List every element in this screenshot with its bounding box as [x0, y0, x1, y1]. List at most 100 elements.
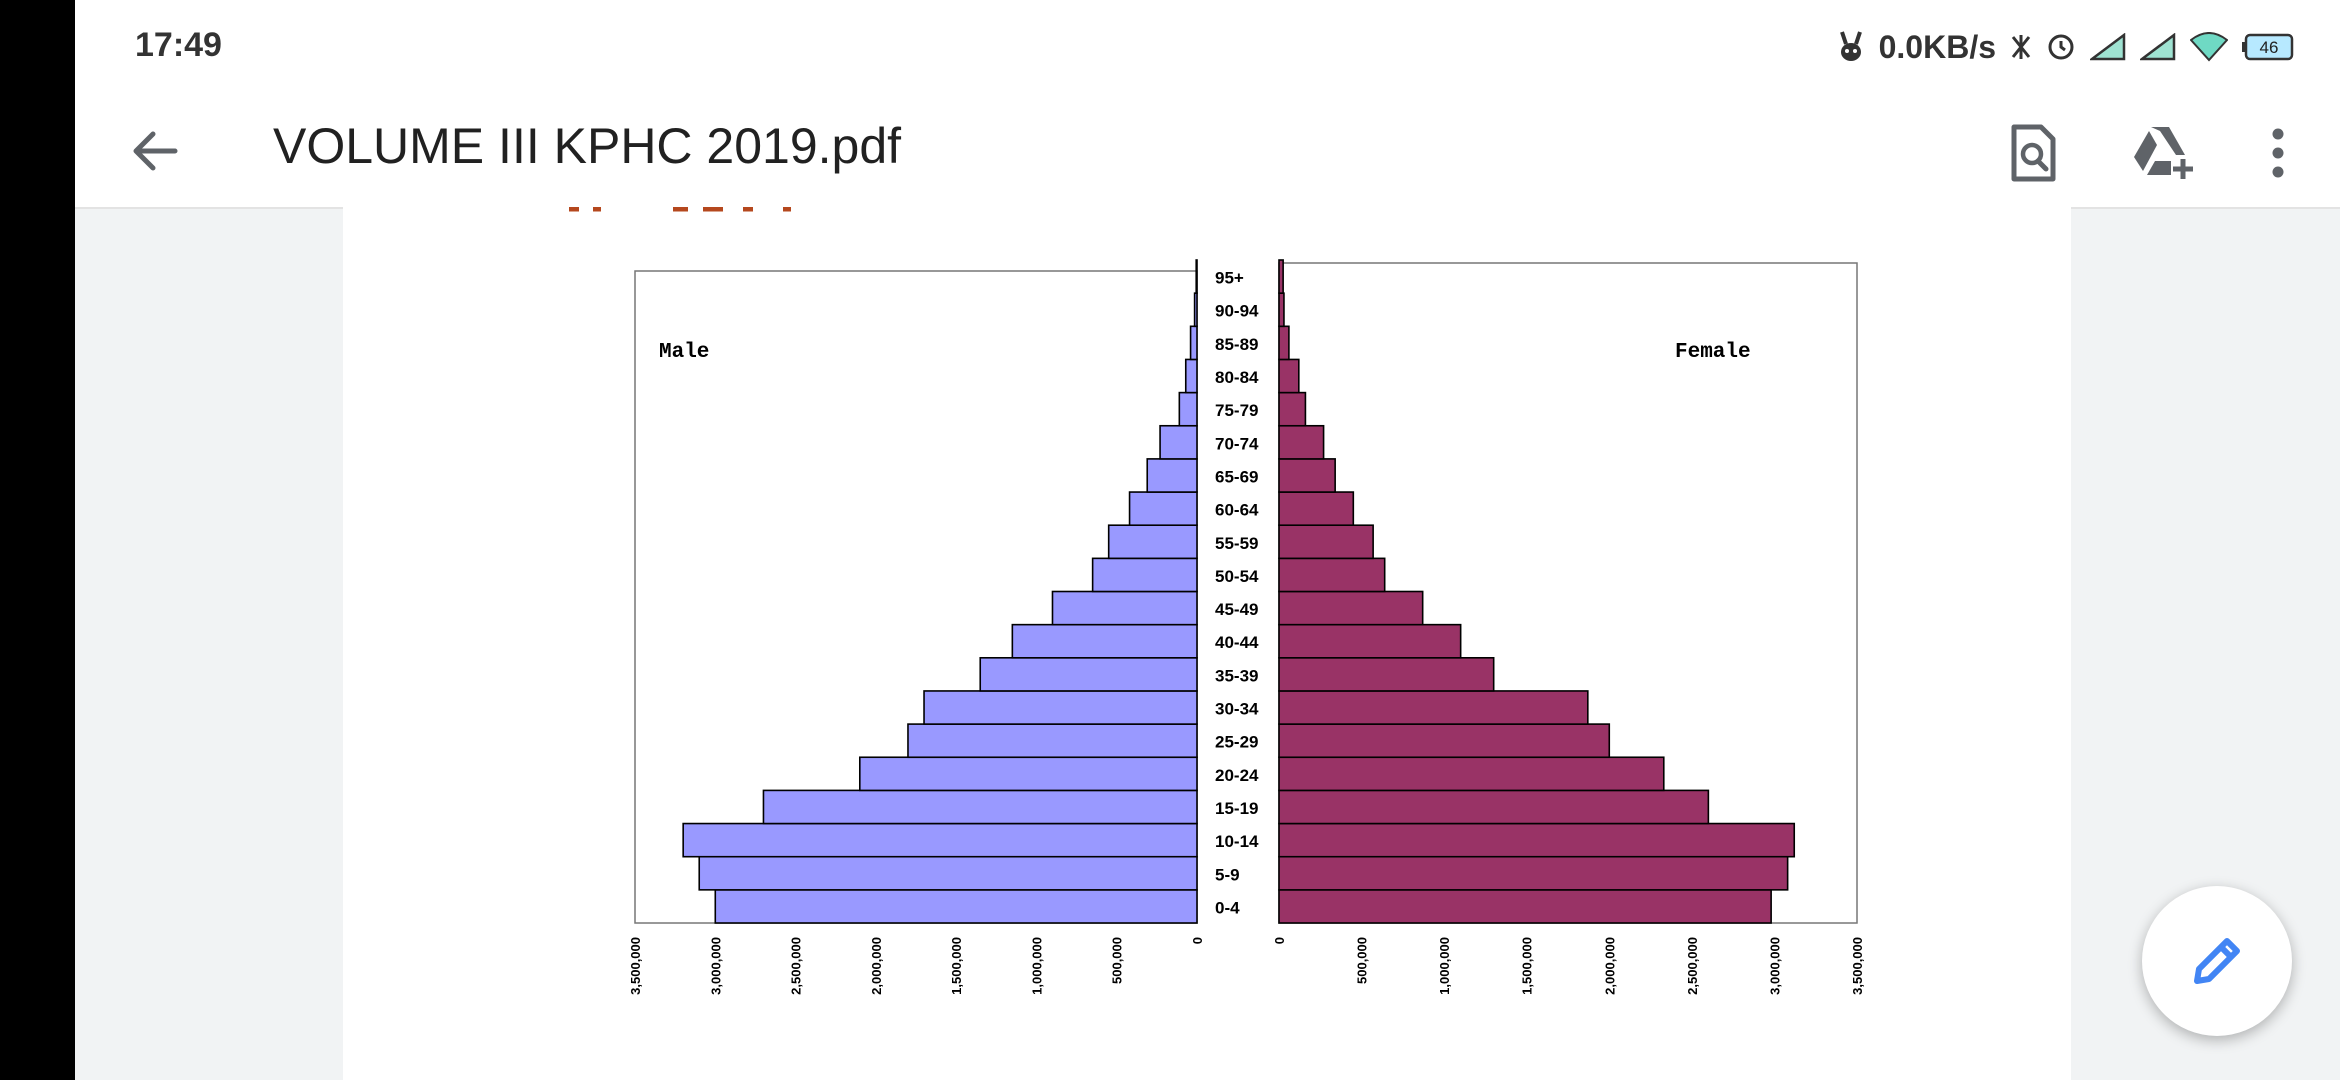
wifi-icon	[2190, 32, 2228, 62]
male-bar-65-69	[1146, 458, 1198, 493]
app-bar: VOLUME III KPHC 2019.pdf	[75, 95, 2340, 209]
female-bar-10-14	[1278, 822, 1796, 858]
find-in-document-button[interactable]	[1995, 115, 2071, 191]
female-bar-15-19	[1278, 789, 1710, 825]
add-to-drive-icon	[2134, 127, 2193, 179]
female-bar-75-79	[1278, 391, 1307, 427]
female-bar-30-34	[1278, 690, 1589, 725]
pencil-edit-icon	[2194, 938, 2240, 984]
age-group-label: 70-74	[1215, 434, 1259, 453]
female-bar-65-69	[1278, 458, 1336, 493]
signal-icon	[2140, 33, 2176, 61]
age-group-label: 85-89	[1215, 335, 1258, 354]
male-bar-5-9	[698, 855, 1198, 891]
mascot-icon	[1839, 31, 1862, 61]
male-bar-20-24	[858, 756, 1198, 792]
status-bar: 17:49 0.0KB/s	[75, 0, 2340, 95]
screen: 17:49 0.0KB/s	[75, 0, 2340, 1080]
female-axis-tick-label: 2,000,000	[1602, 937, 1617, 995]
age-group-label: 65-69	[1215, 467, 1258, 486]
age-group-label: 15-19	[1215, 799, 1258, 818]
back-arrow-icon	[133, 131, 178, 171]
male-axis-tick-label: 500,000	[1110, 937, 1125, 984]
age-group-label: 10-14	[1215, 832, 1259, 851]
left-black-bar	[0, 0, 75, 1080]
female-axis-tick-label: 500,000	[1355, 937, 1370, 984]
male-bar-45-49	[1051, 590, 1198, 626]
status-icons: 0.0KB/s 46	[1837, 24, 2296, 70]
female-bar-55-59	[1278, 524, 1374, 560]
female-bar-25-29	[1278, 723, 1611, 759]
female-bar-0-4	[1278, 889, 1772, 924]
female-axis-tick-label: 3,000,000	[1767, 937, 1782, 995]
age-group-label: 0-4	[1215, 898, 1240, 917]
age-group-label: 20-24	[1215, 766, 1259, 785]
male-axis-tick-label: 2,500,000	[789, 937, 804, 995]
female-axis-tick-label: 1,000,000	[1437, 937, 1452, 995]
male-bar-30-34	[923, 690, 1198, 725]
male-bar-85-89	[1189, 325, 1198, 361]
age-group-label: 90-94	[1215, 302, 1259, 321]
age-group-label: 55-59	[1215, 534, 1258, 553]
status-time: 17:49	[135, 26, 222, 64]
female-bar-80-84	[1278, 358, 1300, 394]
female-axis-tick-label: 1,500,000	[1520, 937, 1535, 995]
female-bar-20-24	[1278, 756, 1665, 792]
male-bar-10-14	[682, 822, 1198, 858]
population-pyramid-chart: 0-4 5-9 10-14 15-19 20-24 25-29 30-34 35-39 40-4…	[628, 259, 1865, 995]
more-options-button[interactable]	[2240, 115, 2316, 191]
age-group-label: 35-39	[1215, 666, 1258, 685]
battery-level: 46	[2260, 38, 2279, 57]
male-bar-95+	[1195, 259, 1198, 294]
age-group-label: 95+	[1215, 269, 1244, 288]
age-group-label: 80-84	[1215, 368, 1259, 387]
female-bar-45-49	[1278, 590, 1424, 626]
find-in-document-icon	[2011, 124, 2056, 182]
male-bar-75-79	[1178, 391, 1198, 427]
male-axis-tick-label: 3,000,000	[708, 937, 723, 995]
age-group-label: 75-79	[1215, 401, 1258, 420]
back-button[interactable]	[117, 113, 193, 189]
male-axis-tick-label: 0	[1190, 937, 1205, 944]
age-group-label: 50-54	[1215, 567, 1259, 586]
female-axis-tick-label: 3,500,000	[1850, 937, 1865, 995]
age-group-label: 5-9	[1215, 865, 1240, 884]
female-bar-50-54	[1278, 557, 1386, 593]
male-bar-60-64	[1128, 491, 1198, 526]
male-bar-80-84	[1184, 358, 1198, 394]
document-title: VOLUME III KPHC 2019.pdf	[273, 118, 902, 174]
female-axis-tick-label: 0	[1272, 937, 1287, 944]
male-bar-15-19	[762, 789, 1198, 825]
add-to-drive-button[interactable]	[2125, 115, 2201, 191]
female-bar-95+	[1278, 259, 1284, 294]
pdf-page: 0-4 5-9 10-14 15-19 20-24 25-29 30-34 35-39 40-4…	[343, 207, 2071, 1080]
male-axis-tick-label: 2,000,000	[869, 937, 884, 995]
female-bar-5-9	[1278, 855, 1789, 891]
alarm-icon	[2048, 34, 2074, 60]
age-group-label: 45-49	[1215, 600, 1258, 619]
edit-fab-button[interactable]	[2142, 886, 2292, 1036]
male-series-label: Male	[659, 341, 709, 364]
male-bar-70-74	[1159, 424, 1198, 460]
male-bar-25-29	[907, 723, 1198, 759]
male-bar-40-44	[1011, 623, 1198, 659]
male-axis-tick-label: 3,500,000	[628, 937, 643, 995]
female-bar-90-94	[1278, 292, 1285, 328]
female-bar-35-39	[1278, 656, 1495, 692]
male-bar-55-59	[1107, 524, 1198, 560]
female-bar-60-64	[1278, 491, 1355, 526]
male-axis-tick-label: 1,000,000	[1029, 937, 1044, 995]
male-bar-90-94	[1193, 292, 1198, 328]
male-axis-tick-label: 1,500,000	[949, 937, 964, 995]
female-series-label: Female	[1675, 341, 1751, 364]
age-group-label: 40-44	[1215, 633, 1259, 652]
battery-icon: 46	[2242, 33, 2294, 61]
more-vert-icon	[2272, 128, 2284, 178]
female-bar-70-74	[1278, 424, 1325, 460]
age-group-label: 30-34	[1215, 700, 1259, 719]
age-group-label: 25-29	[1215, 733, 1258, 752]
female-axis-tick-label: 2,500,000	[1685, 937, 1700, 995]
nfc-icon	[2011, 35, 2031, 59]
network-speed: 0.0KB/s	[1878, 28, 1996, 65]
female-bar-85-89	[1278, 325, 1290, 361]
